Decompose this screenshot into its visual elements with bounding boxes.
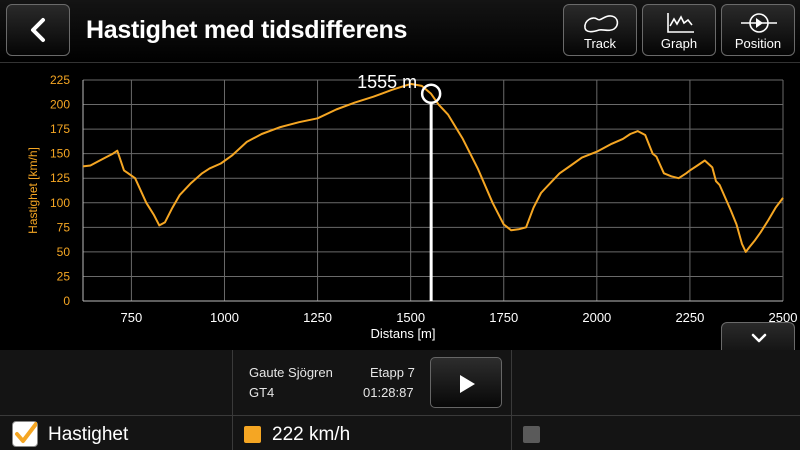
y-tick-label: 25 <box>57 269 71 283</box>
y-tick-label: 150 <box>50 147 70 161</box>
driver-cell <box>233 350 512 415</box>
y-axis-label: Hastighet [km/h] <box>26 147 40 234</box>
header-bar: Hastighet med tidsdifferens Track Graph … <box>0 0 800 62</box>
legend-item-label: Hastighet <box>48 424 129 445</box>
stage-label: Etapp 7 <box>370 365 415 380</box>
collapse-button[interactable] <box>721 322 795 352</box>
legend-label-cell <box>0 416 233 450</box>
track-button[interactable]: Track <box>563 4 637 56</box>
x-tick-label: 1000 <box>210 310 239 325</box>
speed-color-swatch <box>244 426 261 443</box>
x-tick-label: 2250 <box>675 310 704 325</box>
x-tick-label: 1500 <box>396 310 425 325</box>
checkmark-icon <box>15 422 37 443</box>
x-tick-label: 750 <box>121 310 143 325</box>
speed-chart[interactable]: 0 25 50 75 100 125 150 175 200 225 750 1000 1250 1500… <box>0 63 800 351</box>
x-axis-label: Distans [m] <box>370 326 435 341</box>
cursor-marker <box>420 83 442 105</box>
legend-value-cell <box>233 416 512 450</box>
empty-color-swatch <box>523 426 540 443</box>
chevron-down-icon <box>751 333 767 343</box>
play-button[interactable] <box>430 357 502 408</box>
y-tick-label: 200 <box>50 98 70 112</box>
y-tick-label: 100 <box>50 196 70 210</box>
divider <box>0 415 800 416</box>
graph-button-label: Graph <box>660 36 698 51</box>
graph-button[interactable]: Graph <box>642 4 716 56</box>
car-class: GT4 <box>249 385 275 400</box>
graph-icon <box>667 13 694 33</box>
track-outline-icon <box>584 15 619 33</box>
x-tick-label: 1250 <box>303 310 332 325</box>
chevron-left-icon <box>31 18 45 42</box>
y-tick-label: 75 <box>57 220 71 234</box>
driver-name: Gaute Sjögren <box>249 365 333 380</box>
back-button[interactable] <box>6 4 70 56</box>
y-tick-label: 175 <box>50 122 70 136</box>
y-tick-label: 0 <box>63 294 70 308</box>
cursor-label: 1555 m <box>357 72 417 92</box>
x-tick-label: 2500 <box>769 310 798 325</box>
bottom-panel <box>0 350 800 450</box>
x-tick-label: 2000 <box>582 310 611 325</box>
track-button-label: Track <box>583 36 617 51</box>
x-tick-label: 1750 <box>489 310 518 325</box>
position-button[interactable]: Position <box>721 4 795 56</box>
chart-panel[interactable]: 0 25 50 75 100 125 150 175 200 225 750 1000 1250 1500… <box>0 62 800 351</box>
hastighet-checkbox[interactable] <box>12 421 38 447</box>
lap-time: 01:28:87 <box>363 385 414 400</box>
legend-second-cell <box>512 416 800 450</box>
y-tick-label: 225 <box>50 73 70 87</box>
empty-cell-left <box>0 350 233 415</box>
speed-readout: 222 km/h <box>272 424 351 445</box>
page-title: Hastighet med tidsdifferens <box>86 16 408 44</box>
y-tick-label: 50 <box>57 245 71 259</box>
speed-series-line <box>82 82 784 253</box>
position-icon <box>741 13 777 33</box>
empty-cell-right <box>512 350 800 415</box>
y-tick-label: 125 <box>50 171 70 185</box>
position-button-label: Position <box>734 36 782 51</box>
play-icon <box>460 375 475 393</box>
